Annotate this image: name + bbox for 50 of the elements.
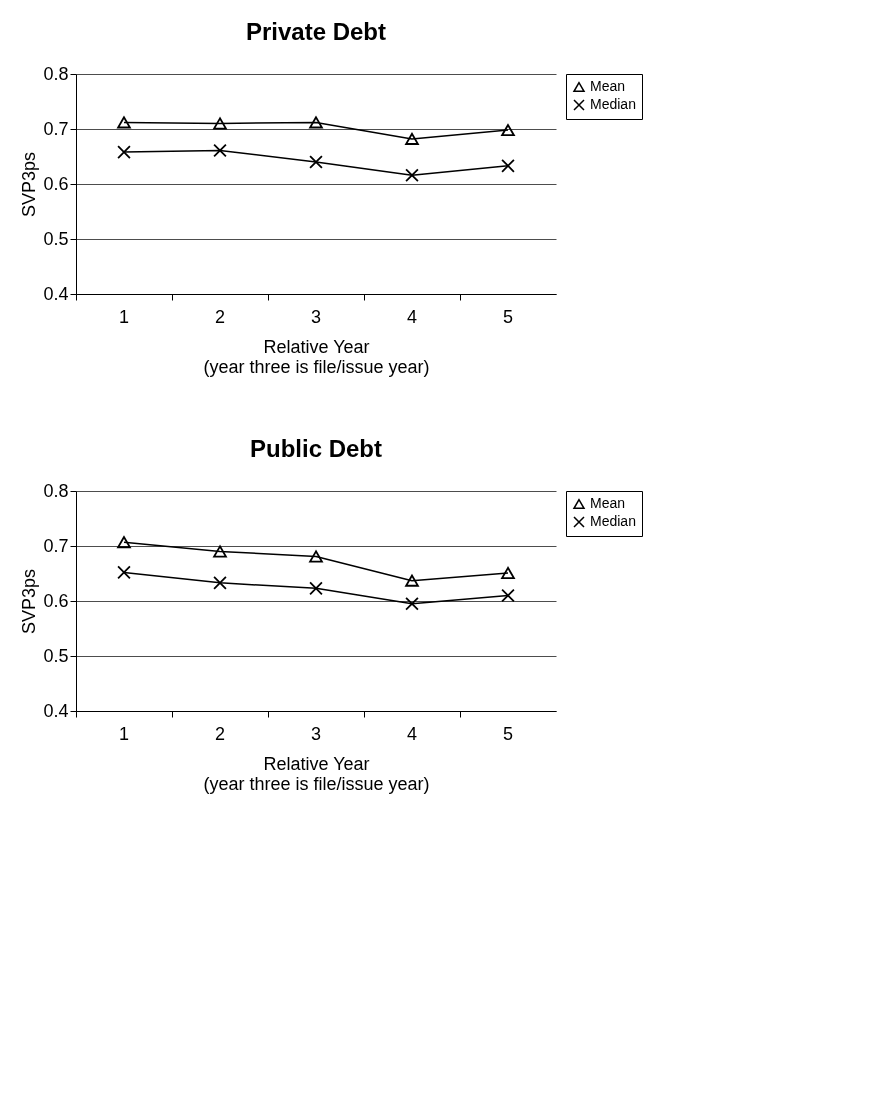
x-tick-label: 3	[310, 306, 322, 327]
y-tick-label: 0.5	[43, 645, 69, 666]
x-tick-label: 5	[502, 723, 514, 744]
legend-label: Median	[590, 96, 636, 112]
chart-title: Private Debt	[245, 18, 387, 45]
legend-label: Mean	[590, 495, 626, 511]
y-axis-title: SVP3ps	[19, 151, 40, 218]
point	[117, 145, 131, 159]
point	[501, 566, 515, 579]
y-tick-label: 0.7	[43, 535, 69, 556]
y-tick-label: 0.8	[43, 480, 69, 501]
y-tick-label: 0.7	[43, 118, 69, 139]
y-tick-label: 0.4	[43, 283, 69, 304]
y-tick-label: 0.4	[43, 700, 69, 721]
point	[405, 132, 419, 145]
y-axis-title: SVP3ps	[19, 568, 40, 635]
point	[501, 159, 515, 173]
legend-label: Mean	[590, 78, 626, 94]
y-tick-label: 0.6	[43, 173, 69, 194]
x-tick-label: 4	[406, 723, 418, 744]
y-tick-label: 0.8	[43, 63, 69, 84]
legend-label: Median	[590, 513, 636, 529]
x-tick-label: 2	[214, 306, 226, 327]
point	[309, 155, 323, 169]
x-tick-label: 4	[406, 306, 418, 327]
x-tick-label: 2	[214, 723, 226, 744]
x-axis-title: Relative Year (year three is file/issue year)	[203, 753, 430, 794]
point	[117, 565, 131, 580]
y-tick-label: 0.5	[43, 228, 69, 249]
point	[501, 124, 515, 137]
point	[309, 581, 323, 596]
x-tick-label: 1	[118, 723, 130, 744]
point	[405, 168, 419, 183]
point	[213, 545, 227, 558]
point	[213, 143, 227, 158]
point	[213, 117, 227, 130]
chart-title: Public Debt	[249, 435, 383, 462]
y-tick-label: 0.6	[43, 590, 69, 611]
point	[405, 596, 419, 611]
point	[405, 574, 419, 587]
point	[309, 550, 323, 563]
point	[213, 576, 227, 590]
point	[501, 588, 515, 603]
x-axis-title: Relative Year (year three is file/issue year)	[203, 336, 430, 377]
point	[117, 536, 131, 549]
x-tick-label: 1	[118, 306, 130, 327]
point	[117, 116, 131, 129]
point	[309, 116, 323, 129]
x-tick-label: 3	[310, 723, 322, 744]
x-tick-label: 5	[502, 306, 514, 327]
